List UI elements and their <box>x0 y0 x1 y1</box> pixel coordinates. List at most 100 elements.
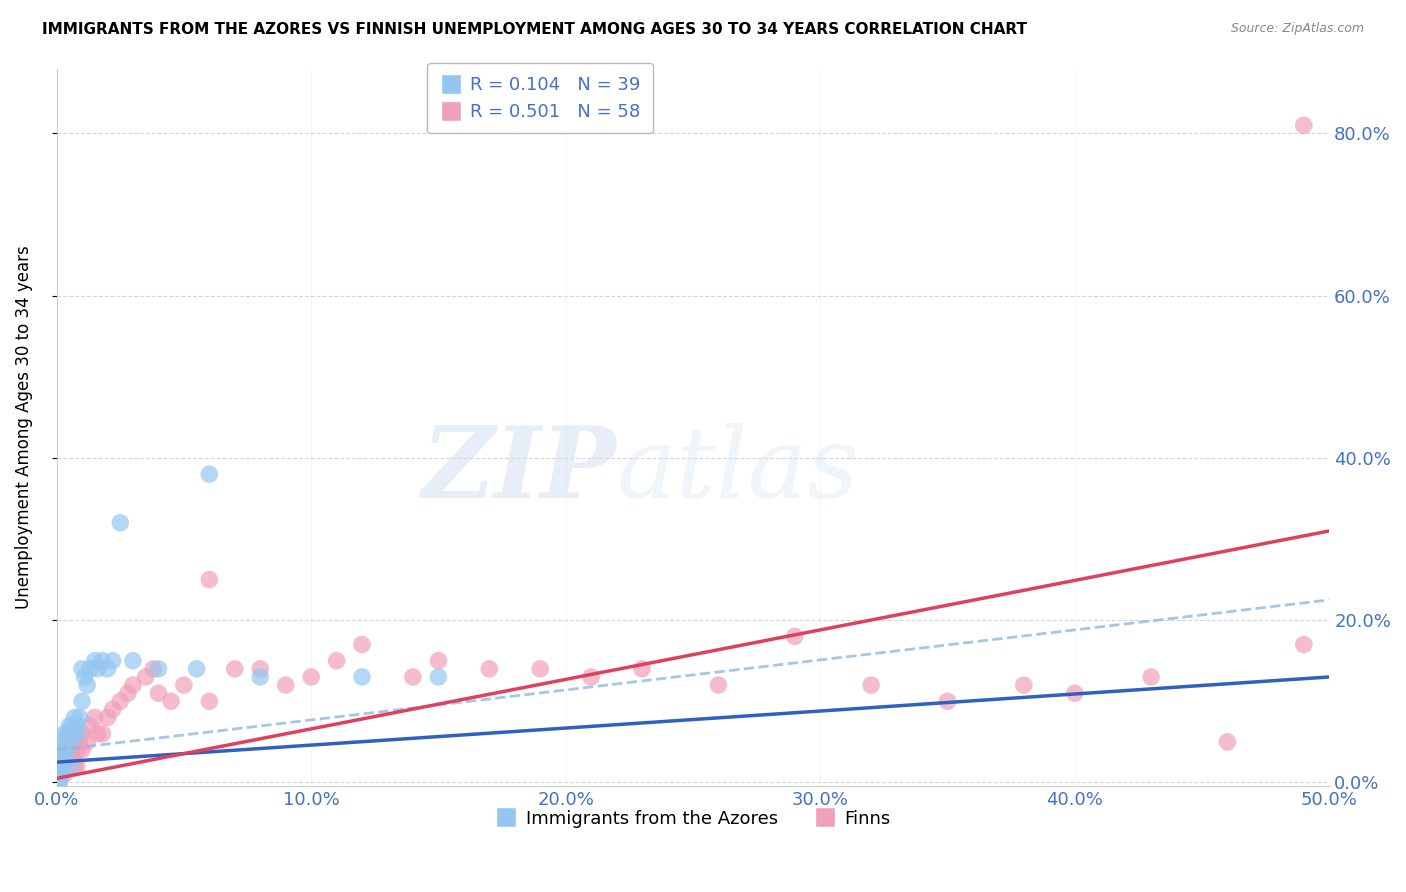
Point <box>198 694 221 708</box>
Point <box>51 759 73 773</box>
Point <box>56 743 79 757</box>
Point <box>60 718 83 732</box>
Point <box>51 751 73 765</box>
Point <box>79 718 101 732</box>
Point <box>73 670 96 684</box>
Point <box>56 751 79 765</box>
Point <box>249 662 271 676</box>
Point <box>478 662 501 676</box>
Point <box>91 727 114 741</box>
Point <box>56 735 79 749</box>
Point <box>135 670 157 684</box>
Point <box>58 735 80 749</box>
Point <box>173 678 195 692</box>
Point <box>70 727 93 741</box>
Point <box>91 654 114 668</box>
Point <box>224 662 246 676</box>
Point <box>783 629 806 643</box>
Point <box>53 735 76 749</box>
Point <box>529 662 551 676</box>
Point <box>101 654 124 668</box>
Point <box>70 743 93 757</box>
Point <box>707 678 730 692</box>
Point <box>1012 678 1035 692</box>
Point <box>1140 670 1163 684</box>
Point <box>160 694 183 708</box>
Point <box>110 694 132 708</box>
Point <box>51 759 73 773</box>
Point <box>48 767 70 781</box>
Point <box>402 670 425 684</box>
Point <box>579 670 602 684</box>
Point <box>148 662 170 676</box>
Point <box>427 654 450 668</box>
Point <box>60 751 83 765</box>
Point <box>122 654 145 668</box>
Point <box>122 678 145 692</box>
Point <box>69 710 91 724</box>
Point <box>58 759 80 773</box>
Point <box>96 662 118 676</box>
Point <box>1216 735 1239 749</box>
Point <box>56 727 79 741</box>
Point <box>63 759 86 773</box>
Point <box>70 662 93 676</box>
Text: Source: ZipAtlas.com: Source: ZipAtlas.com <box>1230 22 1364 36</box>
Point <box>83 654 105 668</box>
Point <box>936 694 959 708</box>
Point <box>66 759 89 773</box>
Legend: Immigrants from the Azores, Finns: Immigrants from the Azores, Finns <box>488 803 898 835</box>
Point <box>48 772 70 786</box>
Point <box>76 735 98 749</box>
Point <box>48 775 70 789</box>
Point <box>274 678 297 692</box>
Point <box>427 670 450 684</box>
Point <box>83 710 105 724</box>
Point <box>58 743 80 757</box>
Point <box>186 662 208 676</box>
Point <box>51 751 73 765</box>
Point <box>53 767 76 781</box>
Point <box>48 767 70 781</box>
Point <box>70 694 93 708</box>
Point <box>142 662 165 676</box>
Point <box>1292 118 1315 132</box>
Text: ZIP: ZIP <box>422 422 617 519</box>
Y-axis label: Unemployment Among Ages 30 to 34 years: Unemployment Among Ages 30 to 34 years <box>15 245 32 609</box>
Point <box>352 670 374 684</box>
Point <box>51 767 73 781</box>
Point <box>101 702 124 716</box>
Point <box>53 751 76 765</box>
Point <box>860 678 883 692</box>
Point <box>63 710 86 724</box>
Point <box>66 743 89 757</box>
Text: IMMIGRANTS FROM THE AZORES VS FINNISH UNEMPLOYMENT AMONG AGES 30 TO 34 YEARS COR: IMMIGRANTS FROM THE AZORES VS FINNISH UN… <box>42 22 1028 37</box>
Point <box>48 759 70 773</box>
Point <box>1063 686 1085 700</box>
Point <box>66 718 89 732</box>
Point <box>53 743 76 757</box>
Point <box>48 775 70 789</box>
Text: atlas: atlas <box>617 423 859 518</box>
Point <box>198 467 221 482</box>
Point <box>148 686 170 700</box>
Point <box>60 727 83 741</box>
Point <box>198 573 221 587</box>
Point <box>96 710 118 724</box>
Point <box>325 654 347 668</box>
Point <box>86 662 108 676</box>
Point <box>53 727 76 741</box>
Point <box>631 662 654 676</box>
Point <box>58 727 80 741</box>
Point <box>117 686 139 700</box>
Point <box>79 662 101 676</box>
Point <box>86 727 108 741</box>
Point <box>299 670 322 684</box>
Point <box>66 727 89 741</box>
Point <box>1292 638 1315 652</box>
Point <box>58 718 80 732</box>
Point <box>352 638 374 652</box>
Point <box>69 735 91 749</box>
Point <box>60 743 83 757</box>
Point <box>53 751 76 765</box>
